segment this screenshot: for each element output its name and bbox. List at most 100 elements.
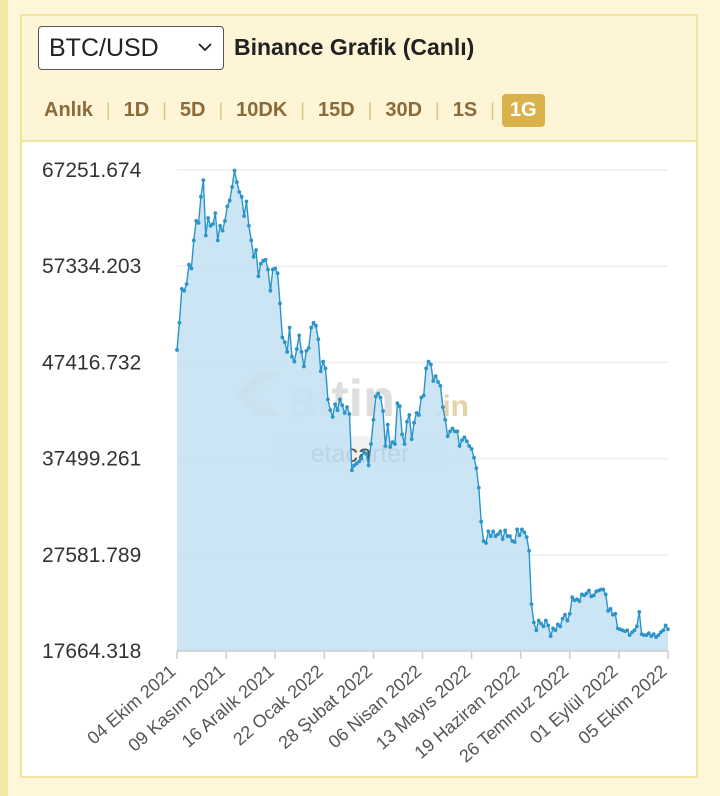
data-point xyxy=(591,593,596,598)
price-points xyxy=(175,168,670,639)
data-point xyxy=(263,257,268,262)
data-point xyxy=(663,623,668,628)
data-point xyxy=(383,444,388,448)
data-point xyxy=(237,189,242,194)
tab-1g[interactable]: 1G xyxy=(501,93,545,127)
data-point xyxy=(661,628,666,633)
data-point xyxy=(290,354,294,359)
data-point xyxy=(292,359,297,364)
data-point xyxy=(570,595,575,600)
data-point xyxy=(431,379,436,383)
data-point xyxy=(395,401,400,406)
data-point xyxy=(318,369,323,374)
data-point xyxy=(524,535,529,540)
data-point xyxy=(436,380,440,384)
data-point xyxy=(297,333,302,338)
data-point xyxy=(342,411,347,415)
data-point xyxy=(428,362,433,367)
data-point xyxy=(282,340,287,345)
data-point xyxy=(486,529,491,534)
data-point xyxy=(405,419,409,424)
tab-separator: | xyxy=(162,99,167,120)
data-point xyxy=(450,426,455,431)
data-point xyxy=(371,417,376,422)
tab-anlık[interactable]: Anlık xyxy=(44,98,93,121)
data-point xyxy=(541,624,546,629)
data-point xyxy=(306,346,311,350)
data-point xyxy=(314,323,318,328)
data-point xyxy=(407,413,412,417)
pair-select[interactable]: BTC/USD xyxy=(38,26,224,70)
data-point xyxy=(227,198,232,203)
data-point xyxy=(553,628,558,633)
y-tick-labels: 67251.674 57334.203 47416.732 37499.261 2758… xyxy=(42,159,142,663)
data-point xyxy=(656,633,661,638)
data-point xyxy=(364,451,369,456)
data-point xyxy=(299,349,304,354)
data-point xyxy=(258,261,263,266)
data-point xyxy=(634,624,639,629)
data-point xyxy=(218,223,223,228)
data-point xyxy=(476,485,481,490)
data-point xyxy=(601,587,606,592)
timeframe-tabs: Anlık | 1D | 5D | 10DK | 15D | 30D | 1S | 1G xyxy=(38,90,545,130)
data-point xyxy=(409,437,414,442)
data-point xyxy=(488,534,493,539)
data-point xyxy=(462,435,467,440)
data-point xyxy=(469,446,474,451)
data-point xyxy=(627,633,632,638)
data-point xyxy=(175,348,179,352)
data-point xyxy=(520,527,524,532)
data-point xyxy=(266,267,270,272)
data-point xyxy=(491,529,496,534)
pair-select-value: BTC/USD xyxy=(49,33,159,62)
data-point xyxy=(333,402,337,407)
data-point xyxy=(189,266,194,271)
data-point xyxy=(254,248,258,252)
tab-30d[interactable]: 30D xyxy=(385,98,423,121)
tab-1s[interactable]: 1S xyxy=(452,98,478,121)
data-point xyxy=(567,611,572,616)
data-point xyxy=(184,282,189,286)
data-point xyxy=(345,405,349,410)
data-point xyxy=(529,602,534,606)
data-point xyxy=(400,432,405,437)
tab-15d[interactable]: 15D xyxy=(317,98,355,121)
data-point xyxy=(249,238,254,243)
data-point xyxy=(536,618,541,623)
data-point xyxy=(637,609,642,614)
data-point xyxy=(325,397,330,402)
data-point xyxy=(309,325,314,330)
chart-header: BTC/USD Binance Grafik (Canlı) Anlık | 1D |… xyxy=(22,16,696,142)
data-point xyxy=(316,337,321,342)
data-point xyxy=(285,349,290,354)
data-point xyxy=(330,414,335,419)
tab-1d[interactable]: 1D xyxy=(123,98,150,121)
y-tick-label: 57334.203 xyxy=(42,255,141,278)
chart-title: Binance Grafik (Canlı) xyxy=(234,34,475,60)
data-point xyxy=(347,412,352,416)
tab-5d[interactable]: 5D xyxy=(179,98,206,121)
tab-separator: | xyxy=(367,99,373,120)
data-point xyxy=(187,262,191,267)
data-point xyxy=(445,434,450,439)
data-point xyxy=(587,588,591,593)
data-point xyxy=(388,445,393,449)
tab-10dk[interactable]: 10DK xyxy=(236,98,288,121)
data-point xyxy=(256,274,261,279)
data-point xyxy=(484,541,488,545)
data-point xyxy=(211,221,215,226)
data-point xyxy=(199,194,203,199)
data-point xyxy=(479,519,484,524)
data-point xyxy=(517,533,522,538)
data-point xyxy=(328,408,333,412)
data-point xyxy=(321,359,325,364)
data-point xyxy=(543,618,548,623)
data-point xyxy=(440,405,445,410)
data-point xyxy=(498,529,503,534)
data-point xyxy=(373,394,378,399)
data-point xyxy=(349,468,354,473)
data-point xyxy=(421,393,426,398)
data-point xyxy=(448,429,452,434)
y-tick-label: 47416.732 xyxy=(42,351,141,374)
